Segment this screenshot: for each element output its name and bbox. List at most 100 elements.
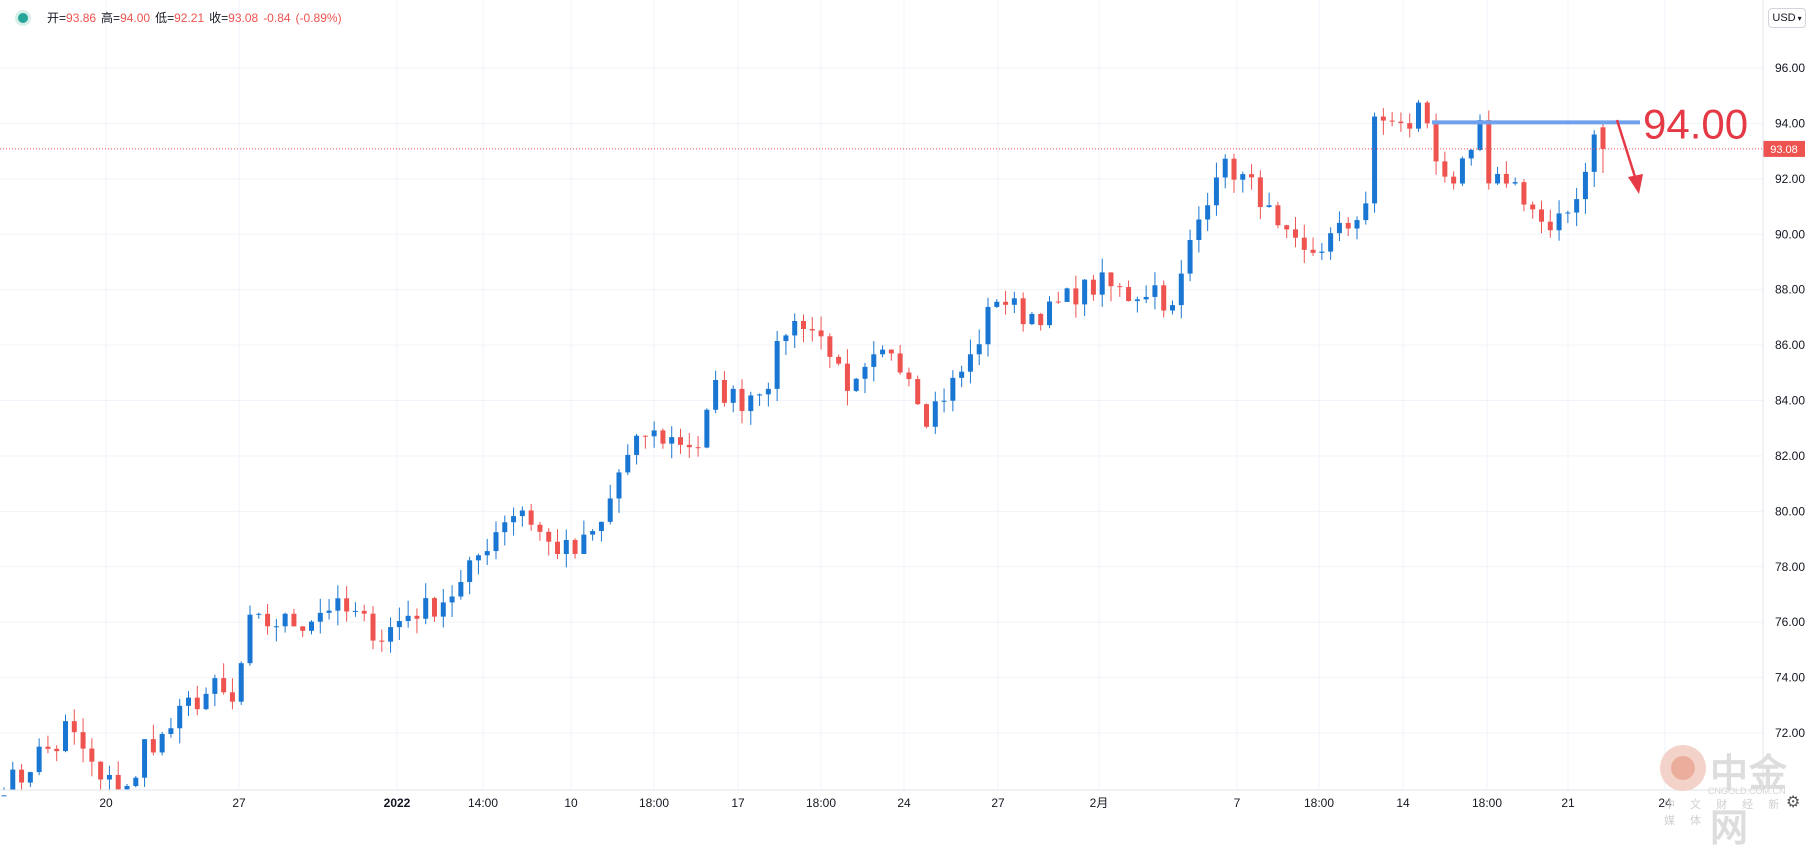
y-tick-label: 86.00 (1775, 338, 1805, 352)
candle-body (1284, 225, 1290, 230)
candle-body (449, 596, 455, 603)
candle-body (229, 692, 235, 702)
candle-body (555, 541, 560, 555)
candle-body (1336, 222, 1342, 234)
candle-body (344, 598, 350, 612)
candle-body (1380, 116, 1386, 121)
gear-icon[interactable]: ⚙ (1786, 794, 1801, 811)
candle-body (792, 321, 798, 336)
candle-body (1152, 285, 1158, 297)
candle-body (1275, 205, 1281, 226)
candle-body (827, 336, 833, 357)
candle-body (221, 678, 227, 693)
candle-body (871, 354, 877, 367)
candle-body (1082, 279, 1088, 305)
candle-body (1468, 149, 1474, 159)
candle-body (493, 532, 499, 552)
candle-body (1170, 305, 1175, 311)
grid-lines (0, 0, 1763, 790)
candle-body (1416, 102, 1421, 129)
candle-body (1310, 249, 1316, 253)
candle-body (678, 437, 683, 445)
candle-body (1354, 220, 1360, 229)
annotations: 93.08 94.00 (0, 100, 1805, 194)
candle-body (809, 329, 815, 331)
candle-body (757, 394, 763, 396)
candle-body (801, 321, 806, 330)
y-tick-label: 88.00 (1775, 283, 1805, 297)
candle-body (695, 447, 701, 449)
candle-body (326, 610, 332, 613)
candle-body (1345, 222, 1351, 229)
candle-body (686, 444, 692, 448)
candle-body (941, 400, 947, 402)
candle-body (1178, 273, 1184, 306)
candle-body (467, 560, 473, 583)
candle-body (150, 739, 156, 753)
candle-body (836, 356, 842, 364)
down-arrow-shaft (1615, 119, 1638, 181)
candle-body (423, 598, 429, 619)
candle-body (1099, 272, 1105, 295)
candle-body (598, 521, 604, 532)
candle-body (730, 388, 736, 403)
candle-body (458, 582, 464, 597)
candle-body (98, 761, 104, 780)
candle-body (1512, 182, 1518, 184)
candle-body (967, 354, 973, 372)
candle-body (581, 534, 587, 554)
candle-body (563, 539, 569, 555)
candle-body (1503, 173, 1509, 184)
candle-body (1433, 123, 1439, 162)
candle-body (168, 728, 174, 734)
x-tick-label: 24 (1658, 796, 1672, 810)
candle-body (203, 693, 209, 710)
candle-body (1574, 199, 1580, 213)
candle-body (186, 697, 191, 706)
candle-body (932, 401, 938, 427)
candle-body (291, 613, 297, 627)
logo-icon (1660, 745, 1706, 791)
open-label: 开= (47, 11, 67, 25)
candle-body (1293, 229, 1298, 238)
candle-body (212, 678, 218, 694)
candle-body (572, 539, 578, 554)
candles (1, 100, 1606, 797)
candle-body (1161, 285, 1167, 311)
candle-body (1, 795, 7, 797)
candlestick-chart[interactable]: 93.08 94.00 96.00 94.00 92.00 90.00 88.00 86.0… (0, 0, 1817, 818)
candle-body (405, 615, 411, 622)
candle-body (414, 615, 420, 619)
candle-body (45, 746, 51, 749)
candle-body (1266, 205, 1272, 208)
candle-body (642, 435, 648, 437)
candle-body (1407, 123, 1413, 129)
x-tick-label: 2022 (384, 796, 411, 810)
candle-body (1003, 301, 1009, 305)
candle-body (115, 774, 121, 790)
candle-body (1187, 239, 1193, 274)
candle-body (247, 614, 253, 664)
currency-select[interactable]: USD ▾ (1768, 8, 1806, 28)
candle-body (10, 769, 16, 790)
candle-body (704, 409, 710, 448)
candle-body (1196, 219, 1202, 240)
candle-body (1389, 120, 1395, 122)
candle-body (484, 551, 490, 556)
watermark-url: CNGOLD.COM.CN (1708, 786, 1786, 796)
candle-body (607, 498, 613, 522)
candle-body (1319, 251, 1325, 253)
candle-body (1047, 301, 1052, 326)
candle-body (1556, 213, 1562, 231)
candle-body (1442, 161, 1448, 177)
candle-body (1249, 174, 1255, 178)
candle-body (177, 705, 183, 729)
candle-body (959, 371, 965, 378)
x-tick-label: 17 (731, 796, 745, 810)
candle-body (1591, 134, 1597, 172)
x-tick-label: 2月 (1090, 796, 1109, 810)
candle-body (238, 663, 244, 702)
candle-body (352, 610, 358, 612)
candle-body (133, 777, 139, 787)
